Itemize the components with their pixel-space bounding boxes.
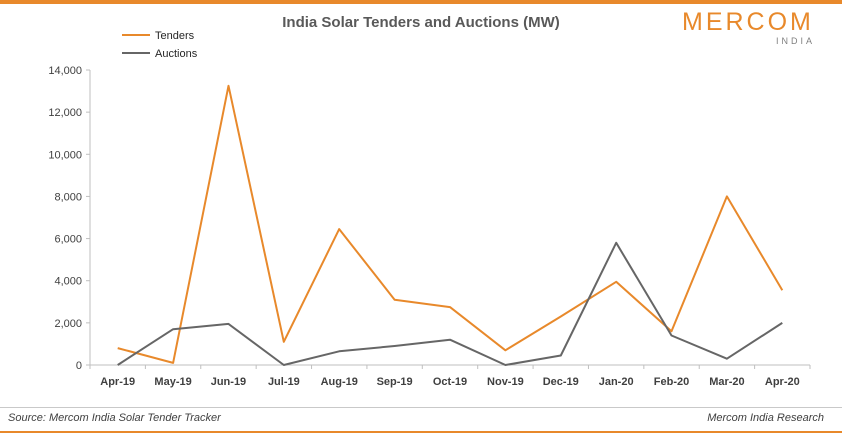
chart-title: India Solar Tenders and Auctions (MW) bbox=[282, 14, 560, 31]
mercom-logo: MERCOM bbox=[682, 8, 814, 36]
series-line-tenders bbox=[117, 84, 784, 364]
footer-divider bbox=[0, 407, 842, 408]
x-tick-label: Feb-20 bbox=[654, 376, 689, 388]
x-tick-label: Nov-19 bbox=[487, 376, 524, 388]
x-tick-label: Oct-19 bbox=[433, 376, 467, 388]
y-tick-label: 2,000 bbox=[54, 318, 82, 330]
bottom-accent-bar bbox=[0, 431, 842, 433]
y-tick-label: 10,000 bbox=[48, 149, 82, 161]
x-tick-label: Mar-20 bbox=[709, 376, 744, 388]
mercom-logo-subtitle: INDIA bbox=[776, 36, 816, 46]
y-tick-label: 8,000 bbox=[54, 191, 82, 203]
x-tick-label: Sep-19 bbox=[377, 376, 413, 388]
y-tick-label: 12,000 bbox=[48, 107, 82, 119]
y-tick-label: 4,000 bbox=[54, 276, 82, 288]
x-tick-label: Aug-19 bbox=[321, 376, 358, 388]
research-credit: Mercom India Research bbox=[707, 412, 824, 424]
x-tick-label: Apr-19 bbox=[100, 376, 135, 388]
y-tick-label: 0 bbox=[76, 360, 82, 372]
top-accent-bar bbox=[0, 0, 842, 4]
y-tick-label: 14,000 bbox=[48, 65, 82, 77]
legend-label-auctions: Auctions bbox=[155, 48, 198, 60]
x-tick-label: May-19 bbox=[154, 376, 191, 388]
legend-label-tenders: Tenders bbox=[155, 30, 195, 42]
source-note: Source: Mercom India Solar Tender Tracke… bbox=[8, 412, 221, 424]
series-line-auctions bbox=[117, 241, 783, 366]
x-tick-label: Jan-20 bbox=[599, 376, 634, 388]
x-tick-label: Dec-19 bbox=[543, 376, 579, 388]
x-tick-label: Apr-20 bbox=[765, 376, 800, 388]
x-tick-label: Jun-19 bbox=[211, 376, 246, 388]
x-tick-label: Jul-19 bbox=[268, 376, 300, 388]
y-tick-label: 6,000 bbox=[54, 234, 82, 246]
